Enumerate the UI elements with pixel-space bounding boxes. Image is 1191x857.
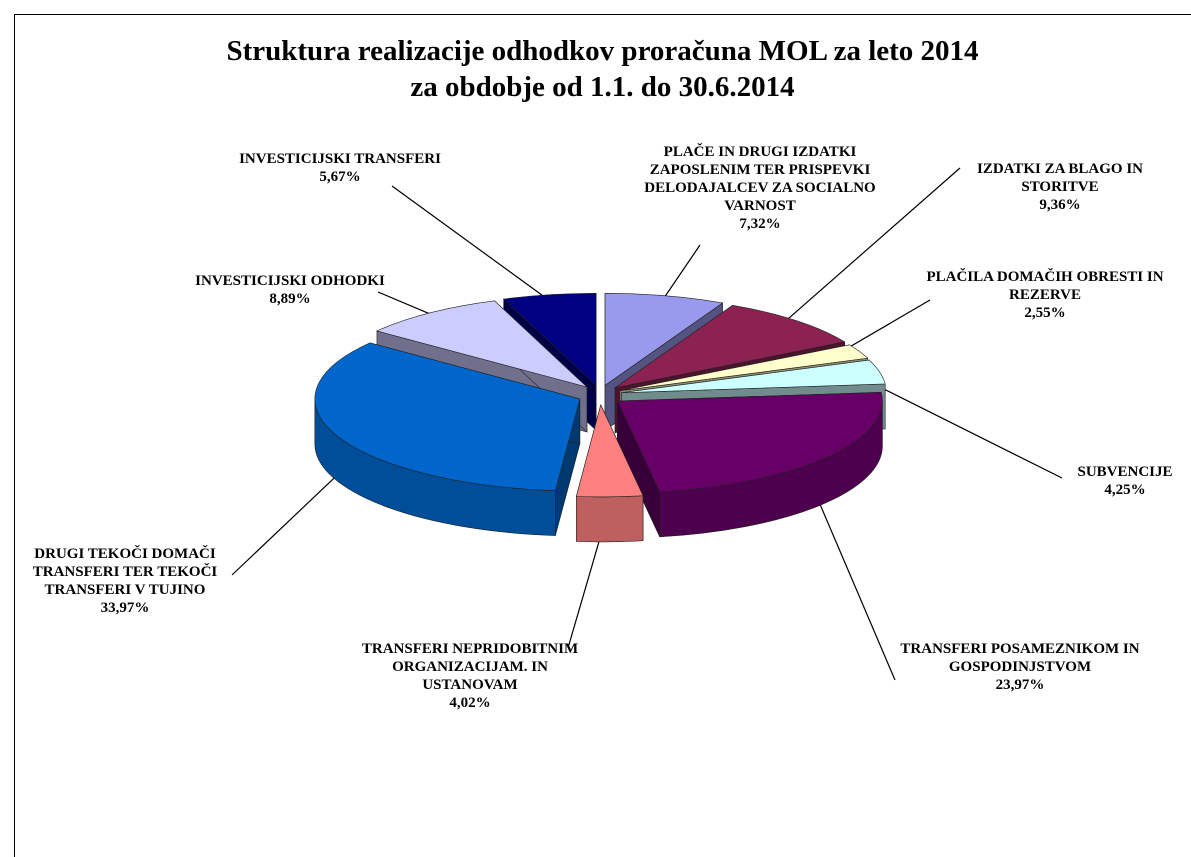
leader-lines xyxy=(231,167,1063,681)
slice-top xyxy=(503,292,597,386)
category-label: SUBVENCIJE xyxy=(1077,464,1173,480)
value-label: 5,67% xyxy=(319,169,361,185)
category-label: INVESTICIJSKI TRANSFERI xyxy=(239,151,441,167)
slice-top xyxy=(619,344,869,392)
value-label: 9,36% xyxy=(1039,197,1081,213)
slice-top xyxy=(575,404,644,498)
slice-label: INVESTICIJSKI ODHODKI 8,89% xyxy=(170,272,410,308)
slice-label: PLAČE IN DRUGI IZDATKI ZAPOSLENIM TER PR… xyxy=(640,143,880,233)
pie xyxy=(314,292,886,543)
slice-top xyxy=(314,342,581,491)
slice-top xyxy=(376,300,588,388)
leader-line xyxy=(853,373,1063,479)
slice-side xyxy=(576,495,644,543)
chart-frame xyxy=(14,14,1191,857)
category-label: PLAČE IN DRUGI IZDATKI ZAPOSLENIM TER PR… xyxy=(644,144,876,214)
slice xyxy=(616,391,883,538)
value-label: 4,25% xyxy=(1104,482,1146,498)
slice-label: IZDATKI ZA BLAGO IN STORITVE 9,36% xyxy=(940,160,1180,214)
slice-top xyxy=(614,305,846,389)
slice xyxy=(575,404,644,543)
category-label: TRANSFERI NEPRIDOBITNIM ORGANIZACIJAM. I… xyxy=(361,641,579,693)
value-label: 4,02% xyxy=(449,695,491,711)
value-label: 33,97% xyxy=(100,600,150,616)
category-label: PLAČILA DOMAČIH OBRESTI IN REZERVE xyxy=(926,269,1164,303)
leader-line xyxy=(658,244,701,306)
slice xyxy=(314,342,581,536)
leader-line xyxy=(805,471,896,681)
category-label: IZDATKI ZA BLAGO IN STORITVE xyxy=(976,161,1143,195)
chart-subtitle: za obdobje od 1.1. do 30.6.2014 xyxy=(410,71,795,103)
value-label: 7,32% xyxy=(739,216,781,232)
slice-top xyxy=(604,293,724,386)
slice-label: INVESTICIJSKI TRANSFERI 5,67% xyxy=(220,150,460,186)
category-label: TRANSFERI POSAMEZNIKOM IN GOSPODINJSTVOM xyxy=(900,641,1140,675)
value-label: 2,55% xyxy=(1024,305,1066,321)
value-label: 8,89% xyxy=(269,291,311,307)
value-label: 23,97% xyxy=(995,677,1045,693)
category-label: DRUGI TEKOČI DOMAČI TRANSFERI TER TEKOČI… xyxy=(32,546,218,598)
slice-label: DRUGI TEKOČI DOMAČI TRANSFERI TER TEKOČI… xyxy=(5,545,245,617)
slice-label: PLAČILA DOMAČIH OBRESTI IN REZERVE 2,55% xyxy=(925,268,1165,322)
slice-label: SUBVENCIJE 4,25% xyxy=(1005,463,1191,499)
leader-line xyxy=(391,185,555,305)
slice-top xyxy=(616,391,883,493)
slice-label: TRANSFERI NEPRIDOBITNIM ORGANIZACIJAM. I… xyxy=(350,640,590,712)
slice-label: TRANSFERI POSAMEZNIKOM IN GOSPODINJSTVOM… xyxy=(900,640,1140,694)
category-label: INVESTICIJSKI ODHODKI xyxy=(195,273,385,289)
chart-title: Struktura realizacije odhodkov proračuna… xyxy=(226,35,979,67)
leader-line xyxy=(777,167,961,328)
slice-top xyxy=(621,359,886,394)
